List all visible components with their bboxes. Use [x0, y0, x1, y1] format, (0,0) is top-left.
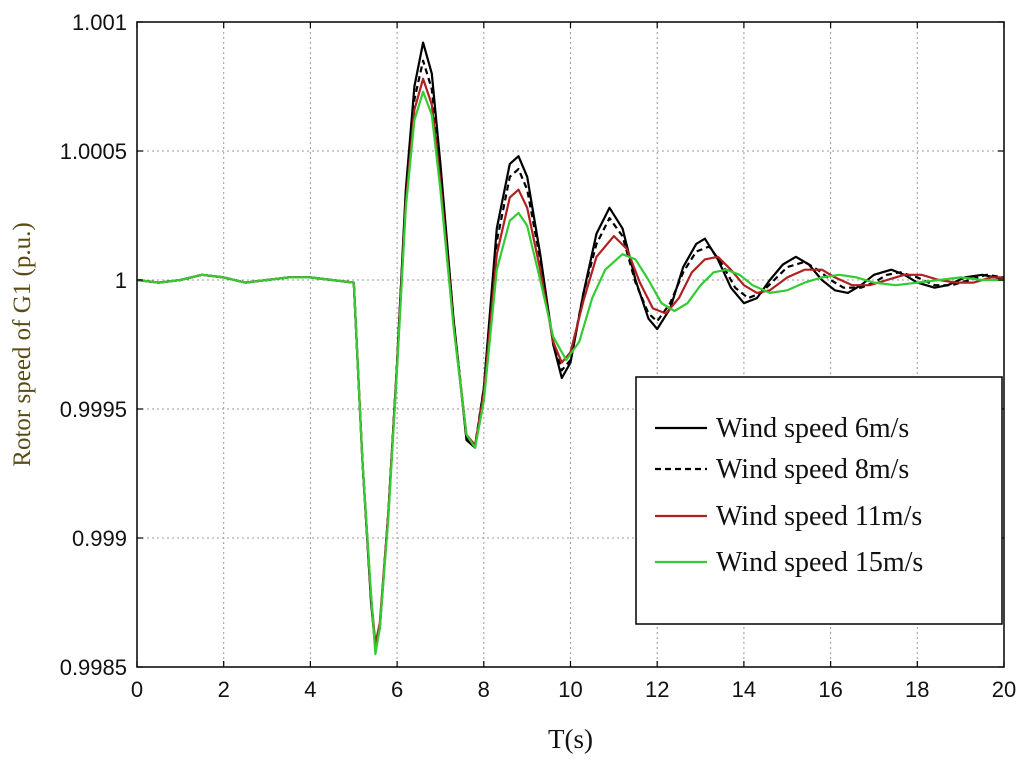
x-axis-label: T(s) — [548, 724, 593, 754]
y-tick-label: 1.0005 — [60, 139, 127, 164]
x-tick-label: 6 — [391, 677, 403, 702]
x-tick-label: 14 — [732, 677, 756, 702]
x-tick-label: 10 — [558, 677, 582, 702]
x-tick-label: 12 — [645, 677, 669, 702]
x-tick-label: 0 — [131, 677, 143, 702]
y-tick-label: 0.9995 — [60, 397, 127, 422]
x-tick-label: 20 — [992, 677, 1016, 702]
y-tick-label: 1.001 — [72, 10, 127, 35]
legend-label-3: Wind speed 11m/s — [716, 501, 922, 532]
y-tick-label: 0.9985 — [60, 655, 127, 680]
legend-label-1: Wind speed 6m/s — [716, 413, 909, 444]
x-axis-ticks: 0 2 4 6 8 10 12 14 16 18 20 — [131, 22, 1016, 702]
y-tick-label: 1 — [115, 268, 127, 293]
legend-box — [635, 376, 1003, 625]
x-tick-label: 2 — [218, 677, 230, 702]
x-tick-label: 18 — [905, 677, 929, 702]
series-line-2 — [136, 59, 1005, 648]
series-line-4 — [136, 90, 1004, 656]
x-tick-label: 4 — [304, 677, 316, 702]
series-layer — [136, 41, 1005, 656]
y-axis-ticks: 0.9985 0.999 0.9995 1 1.0005 1.001 — [60, 10, 1004, 680]
legend: Wind speed 6m/s Wind speed 8m/s Wind speed… — [635, 376, 1003, 625]
legend-label-4: Wind speed 15m/s — [716, 547, 923, 578]
y-tick-label: 0.999 — [72, 526, 127, 551]
x-tick-label: 8 — [478, 677, 490, 702]
legend-label-2: Wind speed 8m/s — [716, 454, 909, 485]
x-tick-label: 16 — [818, 677, 842, 702]
y-axis-label: Rotor speed of G1 (p.u.) — [9, 222, 36, 466]
